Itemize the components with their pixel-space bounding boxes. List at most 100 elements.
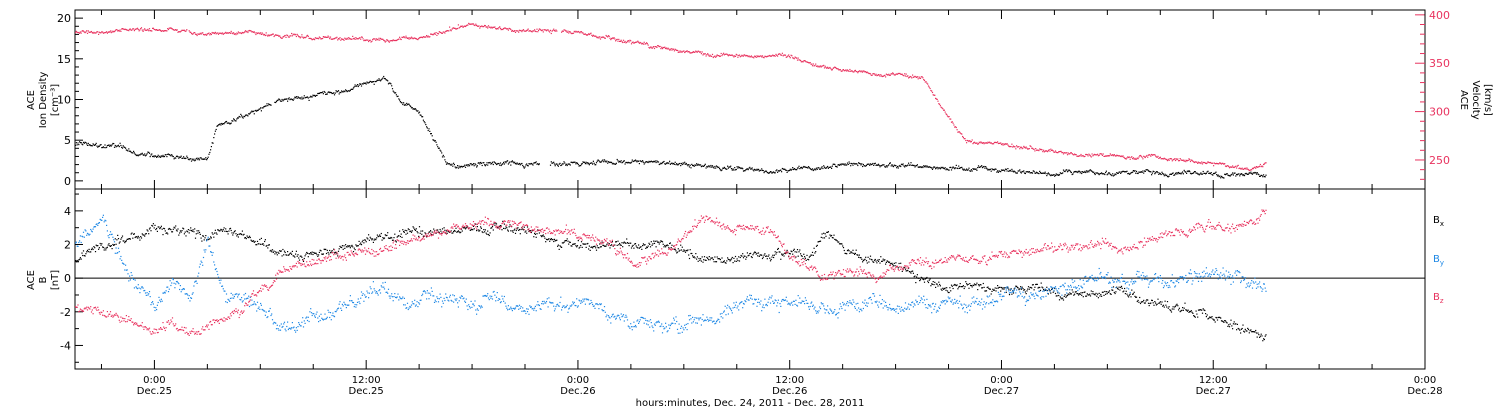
data-point	[881, 165, 883, 167]
data-point	[714, 256, 716, 258]
data-point	[719, 169, 721, 171]
data-point	[839, 163, 841, 165]
data-point	[739, 256, 741, 259]
data-point	[459, 26, 461, 28]
data-point	[1166, 306, 1168, 308]
data-point	[90, 251, 92, 253]
data-point	[1161, 301, 1163, 303]
data-point	[935, 98, 937, 100]
data-point	[1197, 309, 1200, 311]
data-point	[167, 286, 169, 288]
data-point	[813, 247, 815, 249]
velocity-axis-label-line3: [km/s]	[1482, 84, 1493, 116]
data-point	[167, 28, 170, 31]
data-point	[298, 259, 301, 261]
data-point	[1099, 173, 1101, 175]
data-point	[299, 255, 301, 257]
data-point	[193, 32, 195, 34]
data-point	[1062, 169, 1065, 171]
data-point	[554, 165, 556, 167]
data-point	[352, 88, 354, 90]
data-point	[1171, 172, 1173, 175]
data-point	[950, 118, 952, 120]
data-point	[951, 285, 953, 287]
data-point	[229, 32, 232, 34]
data-point	[576, 31, 578, 33]
data-point	[499, 225, 501, 227]
data-point	[1219, 175, 1221, 177]
data-point	[788, 170, 790, 172]
data-point	[1186, 159, 1188, 161]
data-point	[1220, 162, 1222, 165]
data-point	[787, 55, 789, 57]
data-point	[319, 249, 321, 251]
data-point	[836, 240, 838, 242]
data-point	[873, 259, 876, 261]
data-point	[561, 163, 563, 165]
data-point	[1233, 321, 1235, 323]
data-point	[780, 258, 782, 260]
data-point	[478, 162, 480, 164]
data-point	[538, 28, 540, 30]
data-point	[1047, 172, 1049, 174]
data-point	[190, 297, 192, 299]
data-point	[946, 114, 948, 116]
data-point	[1101, 173, 1103, 175]
data-point	[815, 63, 817, 65]
data-point	[1078, 170, 1080, 172]
data-point	[392, 39, 394, 41]
data-point	[175, 281, 178, 283]
data-point	[1222, 177, 1224, 179]
data-point	[105, 147, 107, 149]
data-point	[661, 46, 663, 48]
data-point	[885, 263, 887, 265]
data-point	[815, 167, 818, 169]
data-point	[922, 166, 924, 169]
data-point	[86, 143, 88, 145]
data-point	[453, 229, 455, 232]
data-point	[737, 260, 739, 262]
data-point	[1136, 157, 1138, 159]
data-point	[129, 28, 131, 30]
data-point	[344, 91, 346, 93]
data-point	[948, 116, 950, 118]
data-point	[1232, 166, 1234, 168]
data-point	[1063, 152, 1065, 154]
data-point	[943, 168, 945, 170]
data-point	[368, 292, 370, 294]
data-point	[846, 162, 849, 164]
data-point	[648, 160, 650, 162]
data-point	[1158, 173, 1160, 175]
data-point	[689, 52, 691, 54]
data-point	[1155, 172, 1157, 174]
data-point	[1155, 304, 1157, 306]
data-point	[773, 256, 775, 259]
data-point	[721, 55, 723, 57]
data-point	[136, 154, 138, 157]
data-point	[79, 142, 81, 144]
data-point	[526, 29, 528, 32]
data-point	[280, 37, 282, 39]
data-point	[654, 46, 656, 48]
data-point	[1137, 158, 1139, 160]
data-point	[1189, 160, 1192, 163]
data-point	[581, 246, 583, 248]
data-point	[956, 167, 958, 169]
data-point	[892, 165, 894, 167]
data-point	[453, 27, 455, 29]
data-point	[1217, 163, 1219, 165]
data-point	[155, 228, 157, 231]
data-point	[615, 241, 617, 243]
data-point	[1036, 172, 1038, 174]
data-point	[1259, 175, 1261, 177]
data-point	[416, 38, 418, 40]
data-point	[912, 272, 914, 274]
data-point	[599, 161, 601, 163]
data-point	[333, 38, 335, 40]
data-point	[702, 165, 704, 167]
data-point	[381, 239, 383, 241]
data-point	[378, 78, 380, 80]
data-point	[649, 243, 651, 245]
data-point	[283, 35, 286, 37]
data-point	[1067, 152, 1069, 154]
